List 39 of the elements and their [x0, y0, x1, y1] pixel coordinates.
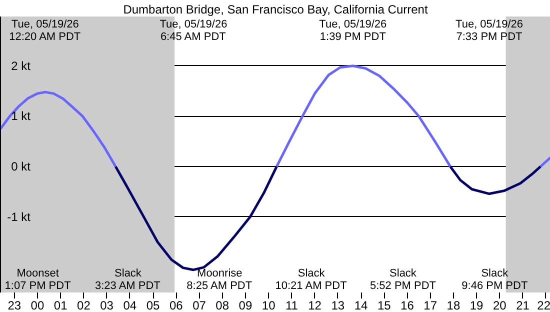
annotation: Tue, 05/19/26 1:39 PM PDT	[319, 18, 387, 44]
annotation: Tue, 05/19/26 6:45 AM PDT	[160, 18, 228, 44]
annotation: Slack 9:46 PM PDT	[462, 267, 528, 292]
x-tick-label: 23	[8, 298, 22, 312]
y-tick-label: -1 kt	[7, 210, 32, 224]
x-tick-label: 18	[446, 298, 460, 312]
x-tick-label: 09	[238, 298, 252, 312]
y-tick-label: 1 kt	[11, 109, 32, 124]
x-tick-label: 10	[262, 298, 276, 312]
annotation: Moonset 1:07 PM PDT	[4, 267, 72, 292]
x-tick-label: 01	[54, 298, 68, 312]
x-tick-label: 14	[354, 298, 368, 312]
x-tick-label: 21	[516, 298, 530, 312]
x-tick-label: 20	[492, 298, 507, 312]
annotation: Moonrise 8:25 AM PDT	[186, 267, 252, 292]
x-tick-label: 12	[308, 298, 322, 312]
y-tick-label: 2 kt	[11, 58, 32, 73]
x-tick-label: 00	[30, 298, 44, 312]
x-tick-label: 05	[146, 298, 160, 312]
x-tick-label: 08	[216, 298, 230, 312]
annotation: Tue, 05/19/26 12:20 AM PDT	[9, 18, 81, 44]
x-tick-label: 04	[123, 298, 137, 312]
x-tick-label: 13	[331, 298, 345, 312]
x-tick-label: 15	[377, 298, 392, 312]
x-tick-label: 22	[537, 298, 550, 312]
x-tick-label: 16	[400, 298, 414, 312]
x-tick-label: 11	[285, 298, 298, 312]
x-tick-label: 02	[77, 298, 91, 312]
annotation: Slack 5:52 PM PDT	[370, 267, 436, 292]
y-tick-label: 0 kt	[11, 160, 32, 174]
x-tick-label: 17	[424, 298, 438, 312]
x-tick-label: 19	[470, 298, 484, 312]
annotation: Tue, 05/19/26 7:33 PM PDT	[456, 18, 524, 44]
annotation: Slack 3:23 AM PDT	[94, 267, 161, 292]
x-tick-label: 07	[192, 298, 206, 312]
x-tick-label: 03	[100, 298, 114, 312]
chart-title: Dumbarton Bridge, San Francisco Bay, California Current	[123, 2, 428, 16]
x-tick-label: 06	[169, 298, 184, 312]
annotation: Slack 10:21 AM PDT	[275, 267, 348, 292]
